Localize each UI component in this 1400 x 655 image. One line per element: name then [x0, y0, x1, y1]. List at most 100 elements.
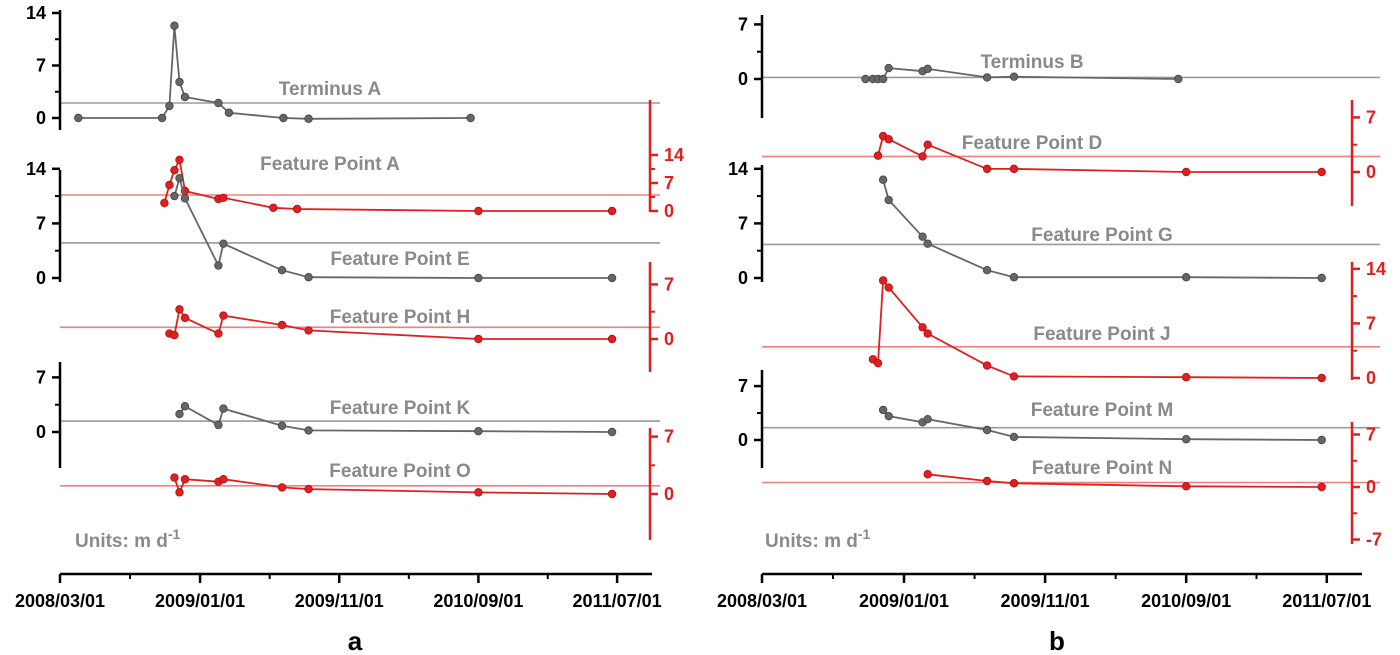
- y-tick-label: 14: [26, 159, 46, 179]
- panel-letter: b: [1049, 626, 1065, 655]
- data-point: [982, 361, 992, 370]
- data-point: [878, 74, 888, 84]
- y-tick-label: 0: [738, 430, 748, 450]
- data-point: [474, 206, 483, 216]
- units-superscript: -1: [858, 526, 871, 542]
- data-point: [1317, 373, 1326, 383]
- trace-title: Feature Point H: [330, 307, 470, 328]
- y-tick-label: 0: [738, 69, 748, 89]
- data-point: [1317, 273, 1326, 283]
- data-point: [279, 113, 288, 123]
- data-point: [180, 475, 190, 484]
- trace-title: Feature Point M: [1031, 400, 1174, 421]
- data-point: [607, 334, 617, 344]
- trace-feature-point-g: Feature Point G 0 7 14: [728, 159, 1380, 288]
- data-point: [982, 164, 992, 174]
- trace-title: Terminus B: [980, 52, 1083, 73]
- trace-terminus-a: Terminus A 0 7 14: [26, 3, 660, 130]
- data-point: [982, 73, 992, 82]
- data-point: [884, 195, 893, 205]
- data-point: [982, 476, 992, 486]
- data-point: [474, 488, 483, 497]
- y-tick-label: 0: [36, 108, 46, 128]
- y-tick-label: 7: [36, 56, 46, 76]
- data-point: [873, 151, 883, 160]
- data-point: [918, 152, 927, 161]
- series-line: [78, 25, 471, 120]
- data-point: [474, 334, 483, 344]
- data-point: [923, 470, 932, 479]
- data-point: [861, 74, 870, 84]
- data-point: [180, 313, 190, 323]
- y-tick-label: 14: [664, 145, 684, 165]
- y-tick-label: 0: [36, 268, 46, 288]
- data-point: [474, 427, 483, 436]
- data-point: [277, 421, 287, 430]
- data-point: [607, 427, 617, 437]
- data-point: [607, 489, 617, 499]
- data-point: [878, 175, 888, 184]
- data-point: [1317, 435, 1326, 445]
- y-tick-label: 7: [1366, 107, 1376, 127]
- y-tick-label: 7: [36, 213, 46, 233]
- x-tick-label: 2008/03/01: [717, 591, 807, 611]
- data-point: [175, 77, 184, 87]
- y-tick-label: 0: [1366, 162, 1376, 182]
- trace-feature-point-j: Feature Point J 0 7 14: [762, 259, 1386, 388]
- data-point: [1009, 479, 1019, 488]
- trace-title: Feature Point D: [962, 133, 1102, 154]
- data-point: [1181, 167, 1191, 177]
- data-point: [175, 173, 184, 183]
- trace-feature-point-o: Feature Point O 0 7: [60, 427, 674, 540]
- data-point: [165, 101, 174, 111]
- data-point: [214, 420, 223, 430]
- data-point: [918, 232, 927, 241]
- trace-feature-point-a: Feature Point A 0 7 14: [60, 100, 684, 221]
- data-point: [165, 180, 174, 190]
- x-tick-label: 2011/07/01: [573, 591, 662, 611]
- series-line: [882, 179, 1322, 279]
- data-point: [474, 273, 483, 283]
- data-point: [884, 411, 893, 421]
- data-point: [1009, 372, 1019, 381]
- trace-terminus-b: Terminus B 0 7: [738, 14, 1380, 118]
- y-tick-label: 14: [1366, 259, 1386, 279]
- data-point: [607, 273, 617, 283]
- data-point: [304, 326, 313, 335]
- units-note: Units: m d-1: [75, 526, 181, 552]
- data-point: [1174, 74, 1183, 84]
- data-point: [923, 64, 932, 74]
- data-point: [180, 92, 190, 102]
- x-tick-label: 2011/07/01: [1282, 591, 1371, 611]
- trace-title: Feature Point K: [330, 398, 471, 419]
- data-point: [304, 426, 313, 435]
- trace-feature-point-e: Feature Point E 0 7 14: [26, 159, 660, 288]
- y-tick-label: 7: [36, 367, 46, 387]
- data-point: [219, 193, 228, 202]
- data-point: [175, 409, 184, 419]
- data-point: [466, 113, 475, 123]
- data-point: [878, 276, 888, 285]
- units-superscript: -1: [168, 526, 181, 542]
- data-point: [1181, 435, 1191, 444]
- data-point: [269, 203, 278, 212]
- series-line: [178, 405, 613, 433]
- x-tick-label: 2008/03/01: [15, 591, 105, 611]
- data-point: [277, 266, 287, 275]
- data-point: [175, 305, 184, 314]
- trace-feature-point-m: Feature Point M 0 7: [738, 370, 1380, 468]
- data-point: [1009, 72, 1019, 81]
- data-point: [170, 330, 179, 340]
- x-tick-label: 2010/09/01: [1141, 591, 1231, 611]
- data-point: [219, 404, 228, 413]
- y-tick-label: 0: [664, 201, 674, 221]
- data-point: [214, 329, 223, 338]
- x-tick-label: 2009/01/01: [859, 591, 949, 611]
- x-axis: 2008/03/01 2009/01/01 2009/11/01 2010/09/01…: [717, 572, 1371, 611]
- data-point: [224, 108, 234, 117]
- data-point: [1009, 164, 1019, 174]
- y-tick-label: 7: [664, 274, 674, 294]
- y-tick-label: 14: [728, 159, 748, 179]
